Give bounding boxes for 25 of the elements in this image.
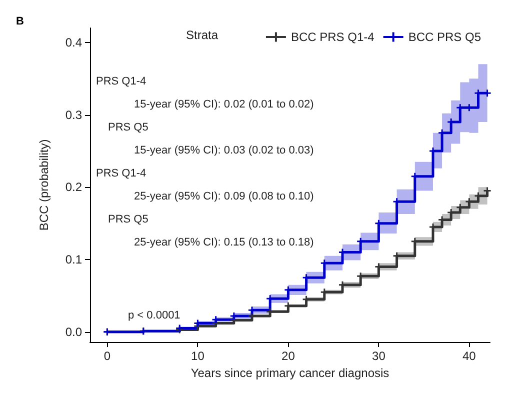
legend-title: Strata: [186, 28, 218, 42]
x-tick-label: 20: [282, 349, 296, 363]
annotation: 15-year (95% CI): 0.02 (0.01 to 0.02): [134, 98, 314, 110]
annotation: p < 0.0001: [128, 310, 180, 322]
annotation: PRS Q5: [108, 214, 148, 226]
annotation: PRS Q1-4: [96, 168, 146, 180]
x-axis-title: Years since primary cancer diagnosis: [190, 366, 390, 380]
x-tick-label: 10: [191, 349, 205, 363]
y-tick-label: 0.2: [65, 180, 82, 194]
legend-label: BCC PRS Q1-4: [290, 30, 375, 44]
y-tick-label: 0.1: [65, 252, 82, 267]
annotation: 25-year (95% CI): 0.15 (0.13 to 0.18): [134, 236, 314, 248]
annotation: 25-year (95% CI): 0.09 (0.08 to 0.10): [134, 190, 314, 202]
x-tick-label: 0: [104, 349, 111, 363]
annotation: PRS Q5: [108, 122, 148, 134]
legend-label: BCC PRS Q5: [408, 30, 482, 44]
annotation: 15-year (95% CI): 0.03 (0.02 to 0.03): [134, 144, 314, 156]
y-tick-label: 0.0: [65, 324, 82, 339]
y-axis-title: BCC (probability): [37, 139, 51, 231]
x-tick-label: 30: [372, 349, 386, 363]
y-tick-label: 0.4: [65, 35, 82, 50]
annotation: PRS Q1-4: [96, 76, 146, 88]
y-tick-label: 0.3: [65, 108, 82, 122]
chart-title: B: [16, 16, 24, 28]
x-tick-label: 40: [462, 349, 476, 363]
